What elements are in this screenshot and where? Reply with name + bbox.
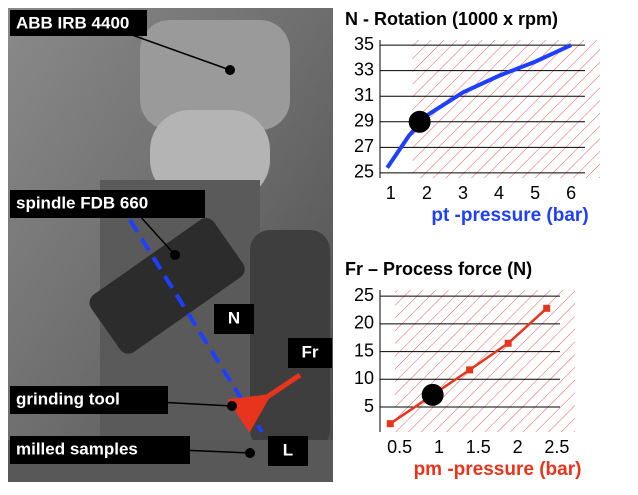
x-tick-label: 6 (566, 183, 576, 203)
y-tick-label: 31 (354, 85, 374, 105)
y-tick-label: 5 (364, 396, 374, 416)
point (466, 366, 474, 374)
y-tick-label: 29 (354, 111, 374, 131)
y-tick-label: 25 (354, 285, 374, 305)
y-tick-label: 33 (354, 59, 374, 79)
x-tick-label: 3 (458, 183, 468, 203)
highlight-point (408, 110, 431, 133)
photo-label: spindle FDB 660 (16, 193, 148, 212)
y-tick-label: 35 (354, 34, 374, 54)
x-tick-label: 2.5 (544, 437, 569, 457)
photo-label: Fr (302, 342, 319, 361)
photo-label: ABB IRB 4400 (16, 13, 129, 32)
photo-label: N (228, 308, 240, 327)
x-axis-label: pt -pressure (bar) (431, 205, 588, 226)
y-tick-label: 25 (354, 162, 374, 182)
x-tick-label: 1 (386, 183, 396, 203)
highlight-point (421, 383, 444, 406)
y-tick-label: 10 (354, 368, 374, 388)
x-tick-label: 1.5 (466, 437, 491, 457)
hatched-region (412, 40, 600, 178)
photo-label: milled samples (16, 439, 138, 458)
point (504, 339, 512, 347)
photo-label: L (283, 440, 293, 459)
y-tick-label: 20 (354, 313, 374, 333)
x-tick-label: 2 (513, 437, 523, 457)
chart-title: N - Rotation (1000 x rpm) (345, 9, 558, 29)
x-axis-label: pm -pressure (bar) (414, 459, 582, 480)
x-tick-label: 0.5 (387, 437, 412, 457)
hatched-region (394, 290, 575, 432)
x-tick-label: 2 (422, 183, 432, 203)
y-tick-label: 27 (354, 136, 374, 156)
x-tick-label: 1 (434, 437, 444, 457)
line (385, 43, 572, 169)
photo: ABB IRB 4400 spindle FDB 660 grinding to… (8, 8, 333, 482)
point (543, 304, 551, 312)
photo-label: grinding tool (16, 389, 120, 408)
x-tick-label: 5 (530, 183, 540, 203)
chart-title: Fr – Process force (N) (345, 259, 532, 279)
point (386, 420, 394, 428)
x-tick-label: 4 (494, 183, 504, 203)
y-tick-label: 15 (354, 340, 374, 360)
